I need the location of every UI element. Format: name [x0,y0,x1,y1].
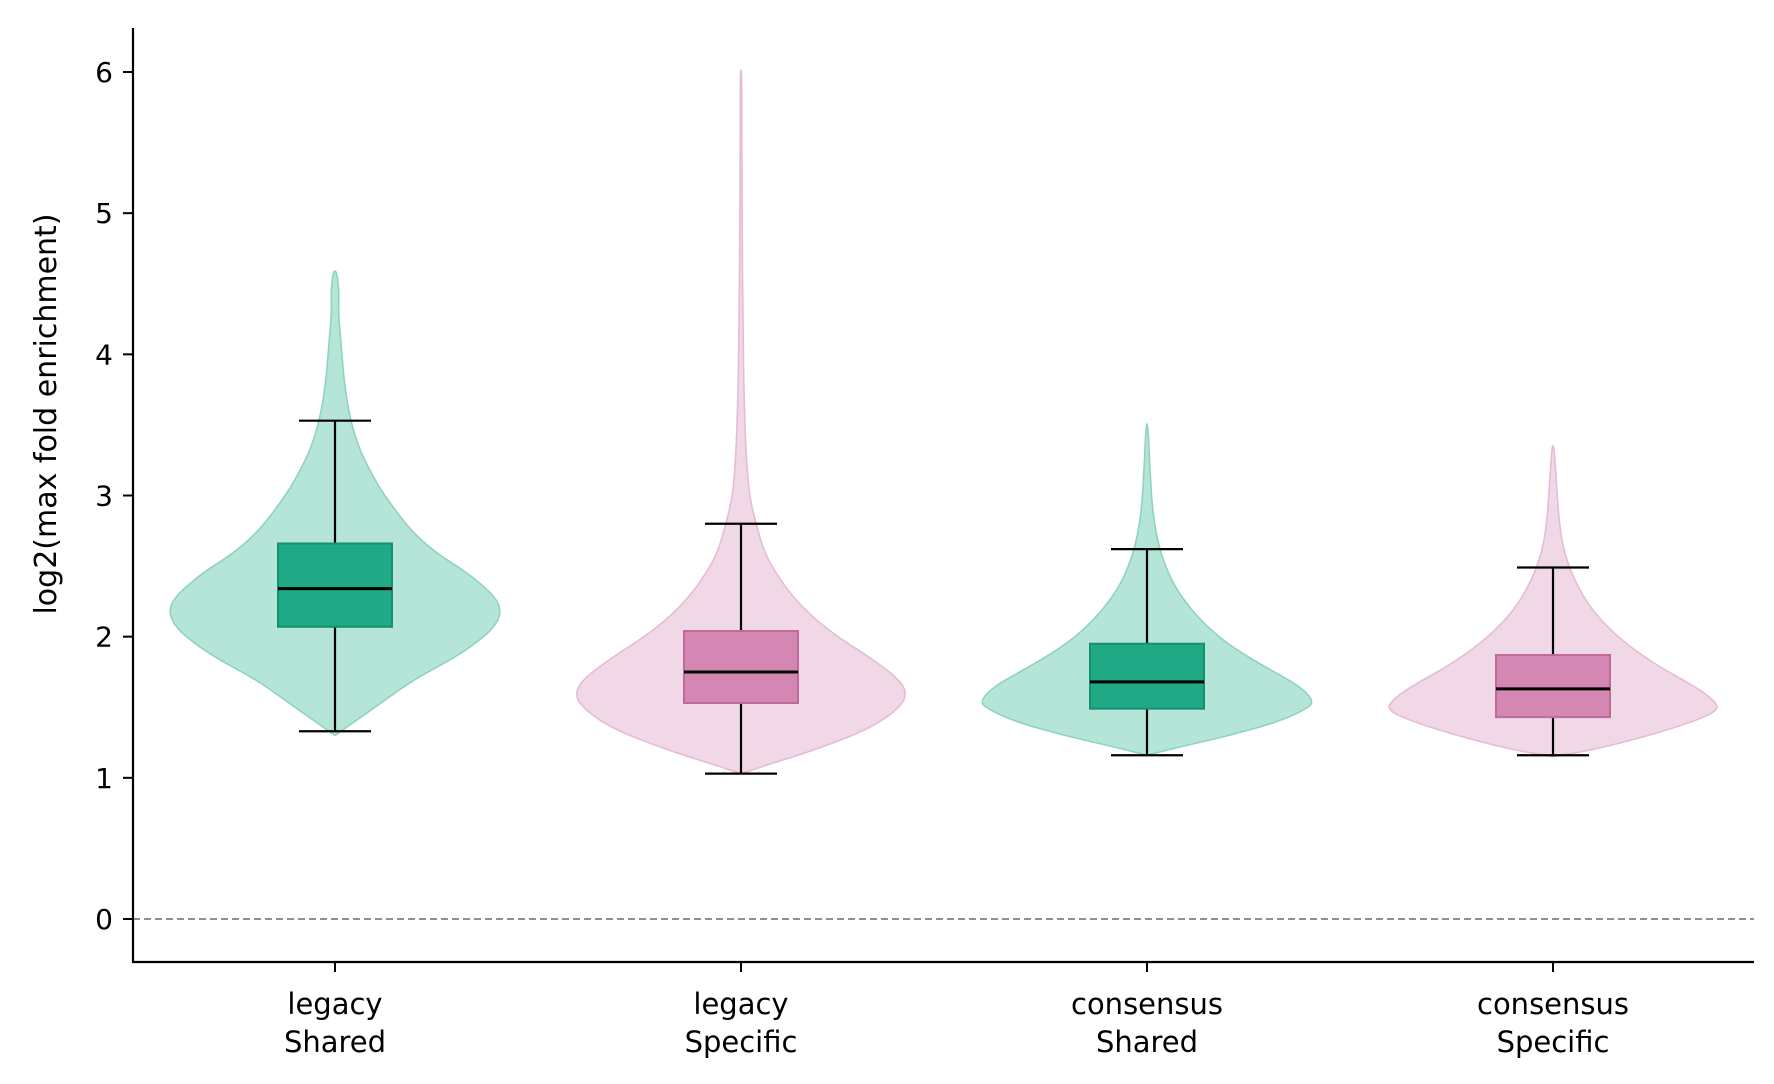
y-tick-label: 0 [95,903,113,936]
x-tick-label-line1: consensus [1071,987,1223,1021]
boxplot-0 [277,419,393,733]
y-tick-label: 2 [95,621,113,654]
y-tick-label: 3 [95,480,113,513]
y-tick-label: 1 [95,762,113,795]
x-tick-label-line1: consensus [1477,987,1629,1021]
boxplot-3 [1495,566,1611,757]
x-tick-label-line1: legacy [287,987,382,1021]
y-tick-label: 6 [95,56,113,89]
x-tick-label-line2: Specific [1497,1025,1610,1059]
x-tick-label-line1: legacy [693,987,788,1021]
x-tick-label-line2: Shared [284,1025,386,1059]
y-tick-label: 5 [95,197,113,230]
iqr-box [1495,654,1611,719]
iqr-box [683,630,799,705]
y-tick-label: 4 [95,338,113,371]
x-tick-label-line2: Specific [685,1025,798,1059]
violins-layer [169,68,1718,775]
iqr-box [1089,642,1205,710]
iqr-box [277,542,393,628]
boxplot-1 [683,522,799,775]
y-axis-label: log2(max fold enrichment) [29,213,64,614]
x-tick-label-line2: Shared [1096,1025,1198,1059]
violin-1 [576,68,906,775]
boxes-layer [277,419,1611,775]
axes-layer: 0 1 2 3 4 5 6 log2(max fold enrichment) legacy Sh… [29,28,1754,1059]
boxplot-2 [1089,548,1205,757]
